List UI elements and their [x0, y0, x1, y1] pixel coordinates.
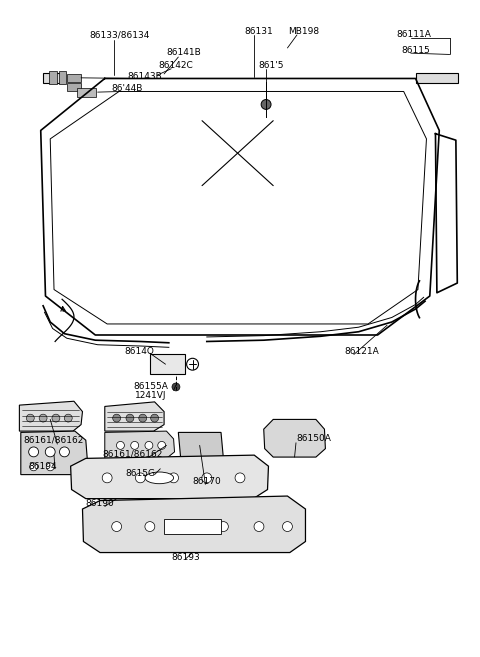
Bar [77, 88, 96, 97]
Circle shape [135, 473, 145, 483]
Circle shape [117, 442, 124, 449]
Text: 8614O: 8614O [124, 347, 154, 355]
Circle shape [139, 414, 147, 422]
Circle shape [60, 447, 70, 457]
Circle shape [145, 442, 153, 449]
Text: 86150A: 86150A [296, 434, 331, 443]
Text: 86'44B: 86'44B [111, 83, 143, 93]
Circle shape [172, 383, 180, 391]
Circle shape [52, 414, 60, 422]
Circle shape [46, 463, 54, 471]
Text: 8615G: 8615G [125, 469, 155, 478]
Circle shape [45, 447, 55, 457]
Circle shape [283, 522, 292, 532]
Text: MB198: MB198 [288, 26, 320, 35]
Text: 86193: 86193 [171, 553, 200, 562]
Circle shape [126, 414, 134, 422]
Text: 86143B: 86143B [127, 72, 162, 81]
Text: 86121A: 86121A [344, 347, 379, 355]
Bar [49, 72, 57, 84]
Circle shape [261, 99, 271, 110]
Bar [67, 74, 81, 81]
Circle shape [145, 522, 155, 532]
Text: 86161/86162: 86161/86162 [24, 436, 84, 445]
Polygon shape [19, 401, 83, 431]
FancyBboxPatch shape [164, 519, 221, 534]
Bar [59, 72, 66, 84]
FancyBboxPatch shape [416, 74, 458, 83]
Circle shape [168, 473, 179, 483]
Text: 1241VJ: 1241VJ [135, 391, 166, 400]
Circle shape [218, 522, 228, 532]
Circle shape [131, 442, 139, 449]
Circle shape [254, 522, 264, 532]
Circle shape [39, 414, 47, 422]
Text: 86111A: 86111A [396, 30, 432, 39]
Text: 86161/86162: 86161/86162 [102, 449, 163, 459]
Polygon shape [105, 402, 164, 431]
Polygon shape [264, 419, 325, 457]
Text: 861'5: 861'5 [258, 61, 284, 70]
Text: 86131: 86131 [245, 26, 274, 35]
Polygon shape [21, 431, 87, 474]
Circle shape [187, 358, 199, 370]
Circle shape [202, 473, 212, 483]
Circle shape [26, 414, 34, 422]
Text: 86170: 86170 [192, 476, 221, 486]
FancyBboxPatch shape [43, 74, 64, 83]
Text: 86194: 86194 [29, 462, 58, 470]
Text: 86115: 86115 [401, 46, 430, 55]
Polygon shape [83, 496, 305, 553]
Circle shape [183, 522, 193, 532]
Circle shape [113, 414, 120, 422]
Text: 86141B: 86141B [167, 48, 201, 57]
Polygon shape [105, 431, 175, 459]
Text: 86190: 86190 [86, 499, 115, 509]
Bar [67, 83, 81, 91]
Text: 86133/86134: 86133/86134 [90, 30, 150, 39]
Text: 86155A: 86155A [133, 382, 168, 392]
Polygon shape [71, 455, 268, 499]
Ellipse shape [145, 472, 174, 484]
Bar [158, 464, 173, 478]
Circle shape [64, 414, 72, 422]
Circle shape [112, 522, 121, 532]
Text: 86142C: 86142C [158, 61, 193, 70]
Circle shape [29, 447, 38, 457]
Circle shape [151, 414, 158, 422]
Circle shape [30, 463, 37, 471]
Circle shape [102, 473, 112, 483]
Circle shape [235, 473, 245, 483]
Circle shape [158, 442, 166, 449]
Circle shape [157, 463, 167, 473]
Polygon shape [179, 432, 223, 459]
Bar [150, 355, 185, 374]
